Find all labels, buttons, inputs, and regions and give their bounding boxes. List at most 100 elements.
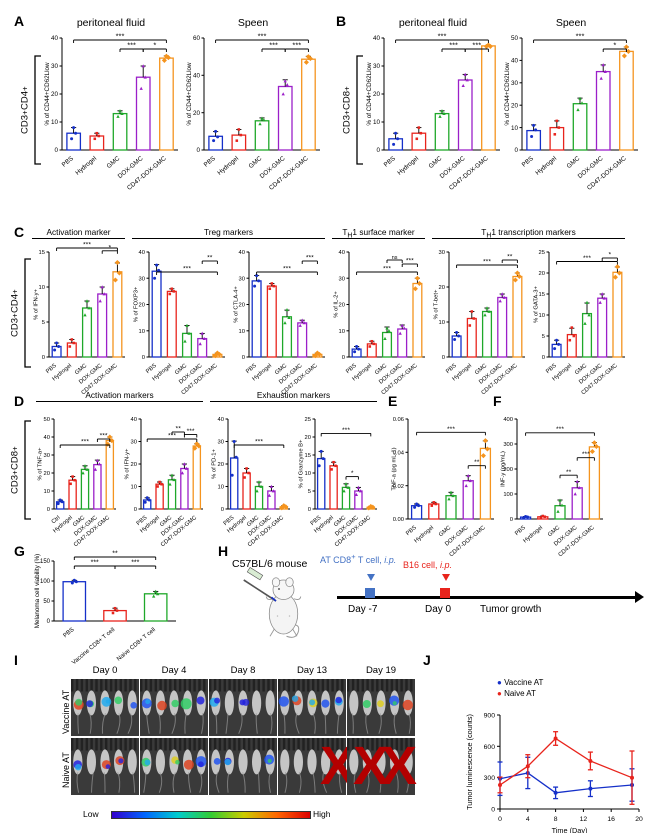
svg-text:20: 20 (193, 110, 201, 117)
svg-text:***: *** (83, 242, 91, 249)
svg-text:***: *** (582, 451, 590, 458)
svg-text:***: *** (127, 41, 136, 50)
svg-text:Tumor luminescence (counts): Tumor luminescence (counts) (465, 714, 474, 810)
svg-text:40: 40 (339, 250, 345, 256)
svg-text:40: 40 (44, 435, 50, 441)
svg-text:% of CD44+CD62Llow: % of CD44+CD62Llow (186, 62, 193, 126)
svg-text:30: 30 (239, 277, 245, 283)
svg-text:30: 30 (131, 440, 137, 446)
svg-text:% of CD44+CD62Llow: % of CD44+CD62Llow (504, 62, 511, 126)
svg-text:Time (Day): Time (Day) (552, 826, 588, 833)
svg-text:0: 0 (308, 507, 311, 513)
svg-text:Vaccine CD8+ T cell: Vaccine CD8+ T cell (71, 627, 116, 666)
svg-text:10: 10 (218, 485, 224, 491)
svg-text:***: *** (292, 41, 301, 50)
svg-text:40: 40 (139, 250, 145, 256)
svg-text:0: 0 (47, 507, 50, 513)
svg-text:GMC: GMC (106, 155, 122, 170)
svg-text:***: *** (81, 439, 89, 446)
svg-text:0: 0 (142, 355, 145, 361)
svg-text:Hydrogel: Hydrogel (534, 155, 558, 177)
svg-text:4: 4 (526, 816, 530, 823)
svg-text:0: 0 (134, 507, 137, 513)
svg-text:10: 10 (131, 485, 137, 491)
svg-text:Hydrogel: Hydrogel (396, 155, 420, 177)
svg-text:% of CTLA-4+: % of CTLA-4+ (234, 286, 240, 323)
svg-text:***: *** (306, 255, 314, 262)
svg-text:15: 15 (539, 292, 545, 298)
svg-text:**: ** (507, 254, 513, 261)
svg-text:Hydrogel: Hydrogel (413, 525, 435, 545)
svg-text:GMC: GMC (428, 155, 444, 170)
svg-text:% of Granzyme B+: % of Granzyme B+ (299, 439, 305, 488)
svg-text:**: ** (474, 459, 480, 466)
svg-text:***: *** (556, 426, 564, 433)
svg-text:0: 0 (242, 355, 245, 361)
svg-text:100: 100 (40, 579, 51, 585)
svg-text:10: 10 (239, 329, 245, 335)
svg-text:0: 0 (491, 807, 495, 814)
svg-text:10: 10 (539, 313, 545, 319)
svg-text:***: *** (472, 41, 481, 50)
svg-text:12: 12 (580, 816, 588, 823)
svg-text:**: ** (176, 426, 182, 433)
svg-text:40: 40 (239, 250, 245, 256)
svg-text:***: *** (438, 32, 447, 41)
svg-text:% of IFN-y+: % of IFN-y+ (34, 289, 40, 320)
svg-text:20: 20 (511, 102, 519, 109)
svg-text:0: 0 (498, 816, 502, 823)
svg-text:GMC: GMC (547, 525, 561, 538)
svg-text:% of CD44+CD62Llow: % of CD44+CD62Llow (366, 62, 373, 126)
svg-text:***: *** (406, 258, 414, 265)
svg-text:10: 10 (305, 471, 311, 477)
svg-text:0: 0 (442, 355, 445, 361)
svg-text:0: 0 (54, 147, 58, 154)
svg-text:10: 10 (44, 489, 50, 495)
svg-text:***: *** (583, 255, 591, 262)
svg-text:% of T-bet+: % of T-bet+ (434, 289, 440, 319)
svg-text:0.00: 0.00 (393, 517, 404, 523)
svg-text:Hydrogel: Hydrogel (216, 155, 240, 177)
svg-text:***: *** (183, 266, 191, 273)
svg-text:PBS: PBS (405, 525, 418, 537)
svg-text:PBS: PBS (383, 155, 397, 168)
svg-text:10: 10 (373, 119, 381, 126)
svg-text:20: 20 (44, 471, 50, 477)
svg-text:40: 40 (51, 35, 59, 42)
svg-text:20: 20 (373, 91, 381, 98)
svg-text:30: 30 (218, 440, 224, 446)
svg-text:10: 10 (39, 285, 45, 291)
svg-text:TNF-a (pg mL-1): TNF-a (pg mL-1) (392, 447, 398, 490)
svg-text:25: 25 (305, 417, 311, 423)
svg-text:20: 20 (239, 303, 245, 309)
svg-text:0: 0 (221, 507, 224, 513)
svg-text:Hydrogel: Hydrogel (74, 155, 98, 177)
svg-text:% of TNF-a+: % of TNF-a+ (38, 447, 44, 481)
svg-text:15: 15 (39, 250, 45, 256)
svg-text:***: *** (131, 560, 139, 567)
svg-text:20: 20 (139, 303, 145, 309)
svg-text:40: 40 (131, 417, 137, 423)
svg-text:30: 30 (51, 63, 59, 70)
svg-text:15: 15 (305, 453, 311, 459)
svg-text:*: * (608, 252, 611, 259)
svg-text:40: 40 (193, 73, 201, 80)
svg-text:***: *** (255, 439, 263, 446)
svg-text:PBS: PBS (63, 627, 76, 639)
svg-text:***: *** (283, 266, 291, 273)
svg-text:***: *** (483, 259, 491, 266)
svg-text:0: 0 (47, 619, 51, 625)
svg-text:% of FOXP3+: % of FOXP3+ (134, 286, 140, 322)
svg-text:50: 50 (43, 599, 50, 605)
svg-text:20: 20 (51, 91, 59, 98)
svg-text:30: 30 (339, 277, 345, 283)
svg-text:0: 0 (196, 147, 200, 154)
svg-text:20: 20 (131, 462, 137, 468)
svg-text:***: *** (258, 32, 267, 41)
svg-text:40: 40 (373, 35, 381, 42)
svg-text:0: 0 (342, 355, 345, 361)
svg-text:% of IL-2+: % of IL-2+ (334, 291, 340, 318)
svg-text:300: 300 (503, 442, 513, 448)
svg-text:5: 5 (308, 489, 311, 495)
svg-text:***: *** (91, 560, 99, 567)
